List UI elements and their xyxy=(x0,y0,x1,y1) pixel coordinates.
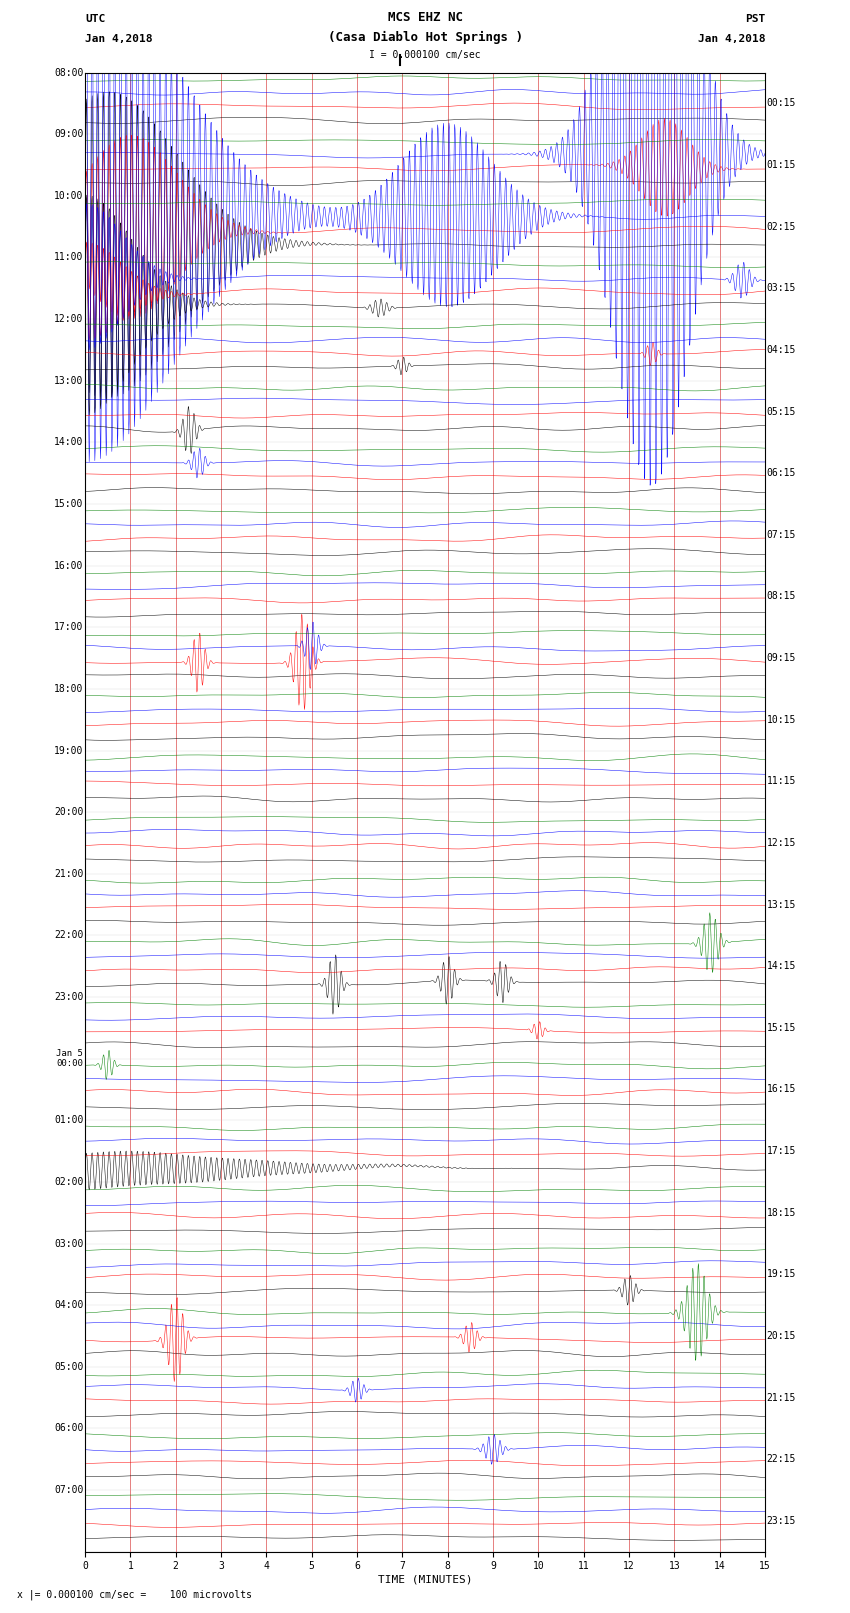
Text: 23:00: 23:00 xyxy=(54,992,83,1002)
Text: 07:15: 07:15 xyxy=(767,529,796,540)
Text: 06:15: 06:15 xyxy=(767,468,796,477)
Text: 20:00: 20:00 xyxy=(54,806,83,818)
Text: 15:15: 15:15 xyxy=(767,1023,796,1032)
Text: 17:15: 17:15 xyxy=(767,1147,796,1157)
Text: 12:00: 12:00 xyxy=(54,315,83,324)
Text: 04:15: 04:15 xyxy=(767,345,796,355)
Text: 10:00: 10:00 xyxy=(54,190,83,202)
Text: 04:00: 04:00 xyxy=(54,1300,83,1310)
Text: 15:00: 15:00 xyxy=(54,498,83,510)
Text: Jan 4,2018: Jan 4,2018 xyxy=(85,34,152,44)
Text: 11:15: 11:15 xyxy=(767,776,796,786)
Text: 05:15: 05:15 xyxy=(767,406,796,416)
Text: 19:00: 19:00 xyxy=(54,745,83,755)
Text: 16:00: 16:00 xyxy=(54,561,83,571)
Text: 21:00: 21:00 xyxy=(54,869,83,879)
Text: UTC: UTC xyxy=(85,15,105,24)
Text: 05:00: 05:00 xyxy=(54,1361,83,1371)
Text: 09:00: 09:00 xyxy=(54,129,83,139)
Text: 20:15: 20:15 xyxy=(767,1331,796,1340)
Text: 02:15: 02:15 xyxy=(767,221,796,232)
Text: 17:00: 17:00 xyxy=(54,623,83,632)
Text: 02:00: 02:00 xyxy=(54,1177,83,1187)
Text: 22:15: 22:15 xyxy=(767,1455,796,1465)
Text: PST: PST xyxy=(745,15,765,24)
Text: 08:00: 08:00 xyxy=(54,68,83,77)
Text: 13:00: 13:00 xyxy=(54,376,83,386)
Text: 19:15: 19:15 xyxy=(767,1269,796,1279)
Text: 14:00: 14:00 xyxy=(54,437,83,447)
Text: 13:15: 13:15 xyxy=(767,900,796,910)
Text: 09:15: 09:15 xyxy=(767,653,796,663)
X-axis label: TIME (MINUTES): TIME (MINUTES) xyxy=(377,1574,473,1584)
Text: 00:15: 00:15 xyxy=(767,98,796,108)
Text: I = 0.000100 cm/sec: I = 0.000100 cm/sec xyxy=(369,50,481,60)
Text: (Casa Diablo Hot Springs ): (Casa Diablo Hot Springs ) xyxy=(327,31,523,44)
Text: 18:00: 18:00 xyxy=(54,684,83,694)
Text: 10:15: 10:15 xyxy=(767,715,796,724)
Text: 03:00: 03:00 xyxy=(54,1239,83,1248)
Text: 16:15: 16:15 xyxy=(767,1084,796,1095)
Text: 12:15: 12:15 xyxy=(767,839,796,848)
Text: 22:00: 22:00 xyxy=(54,931,83,940)
Text: Jan 5
00:00: Jan 5 00:00 xyxy=(56,1048,83,1068)
Text: 01:00: 01:00 xyxy=(54,1115,83,1126)
Text: MCS EHZ NC: MCS EHZ NC xyxy=(388,11,462,24)
Text: 06:00: 06:00 xyxy=(54,1423,83,1434)
Text: 23:15: 23:15 xyxy=(767,1516,796,1526)
Text: 03:15: 03:15 xyxy=(767,284,796,294)
Text: 07:00: 07:00 xyxy=(54,1486,83,1495)
Text: 18:15: 18:15 xyxy=(767,1208,796,1218)
Text: 08:15: 08:15 xyxy=(767,592,796,602)
Text: 14:15: 14:15 xyxy=(767,961,796,971)
Text: 01:15: 01:15 xyxy=(767,160,796,169)
Text: x |= 0.000100 cm/sec =    100 microvolts: x |= 0.000100 cm/sec = 100 microvolts xyxy=(17,1589,252,1600)
Text: Jan 4,2018: Jan 4,2018 xyxy=(698,34,765,44)
Text: 21:15: 21:15 xyxy=(767,1392,796,1403)
Text: 11:00: 11:00 xyxy=(54,253,83,263)
